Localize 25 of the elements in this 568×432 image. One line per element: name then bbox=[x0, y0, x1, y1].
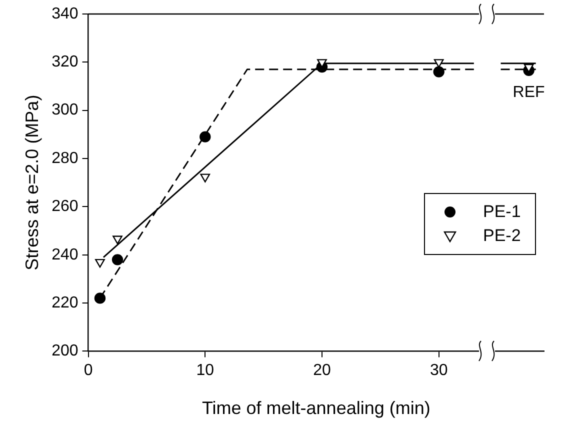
y-tick-label: 240 bbox=[52, 246, 78, 264]
point bbox=[200, 131, 211, 142]
x-tick-label: 0 bbox=[84, 362, 93, 380]
y-axis-title: Stress at e=2.0 (MPa) bbox=[22, 94, 42, 270]
y-tick-label: 340 bbox=[52, 5, 78, 22]
point bbox=[433, 66, 444, 78]
legend-label: PE-2 bbox=[483, 224, 521, 247]
legend-label: PE-1 bbox=[483, 200, 521, 223]
point bbox=[434, 59, 444, 68]
point bbox=[112, 254, 124, 266]
y-tick-label: 220 bbox=[52, 294, 78, 312]
y-tick-label: 200 bbox=[52, 342, 78, 360]
x-tick-label: 20 bbox=[313, 362, 331, 380]
y-tick-label: 260 bbox=[52, 198, 78, 216]
point bbox=[94, 292, 106, 304]
point bbox=[95, 258, 105, 268]
x-tick-label: 10 bbox=[196, 362, 214, 380]
annotation: REF bbox=[512, 84, 546, 101]
y-tick-label: 280 bbox=[52, 150, 78, 167]
x-axis-title: Time of melt-annealing (min) bbox=[202, 398, 430, 418]
y-tick-label: 320 bbox=[52, 54, 78, 71]
point bbox=[200, 174, 210, 182]
point bbox=[112, 236, 122, 244]
y-tick-label: 300 bbox=[52, 102, 78, 119]
x-tick-label: 30 bbox=[430, 362, 448, 380]
